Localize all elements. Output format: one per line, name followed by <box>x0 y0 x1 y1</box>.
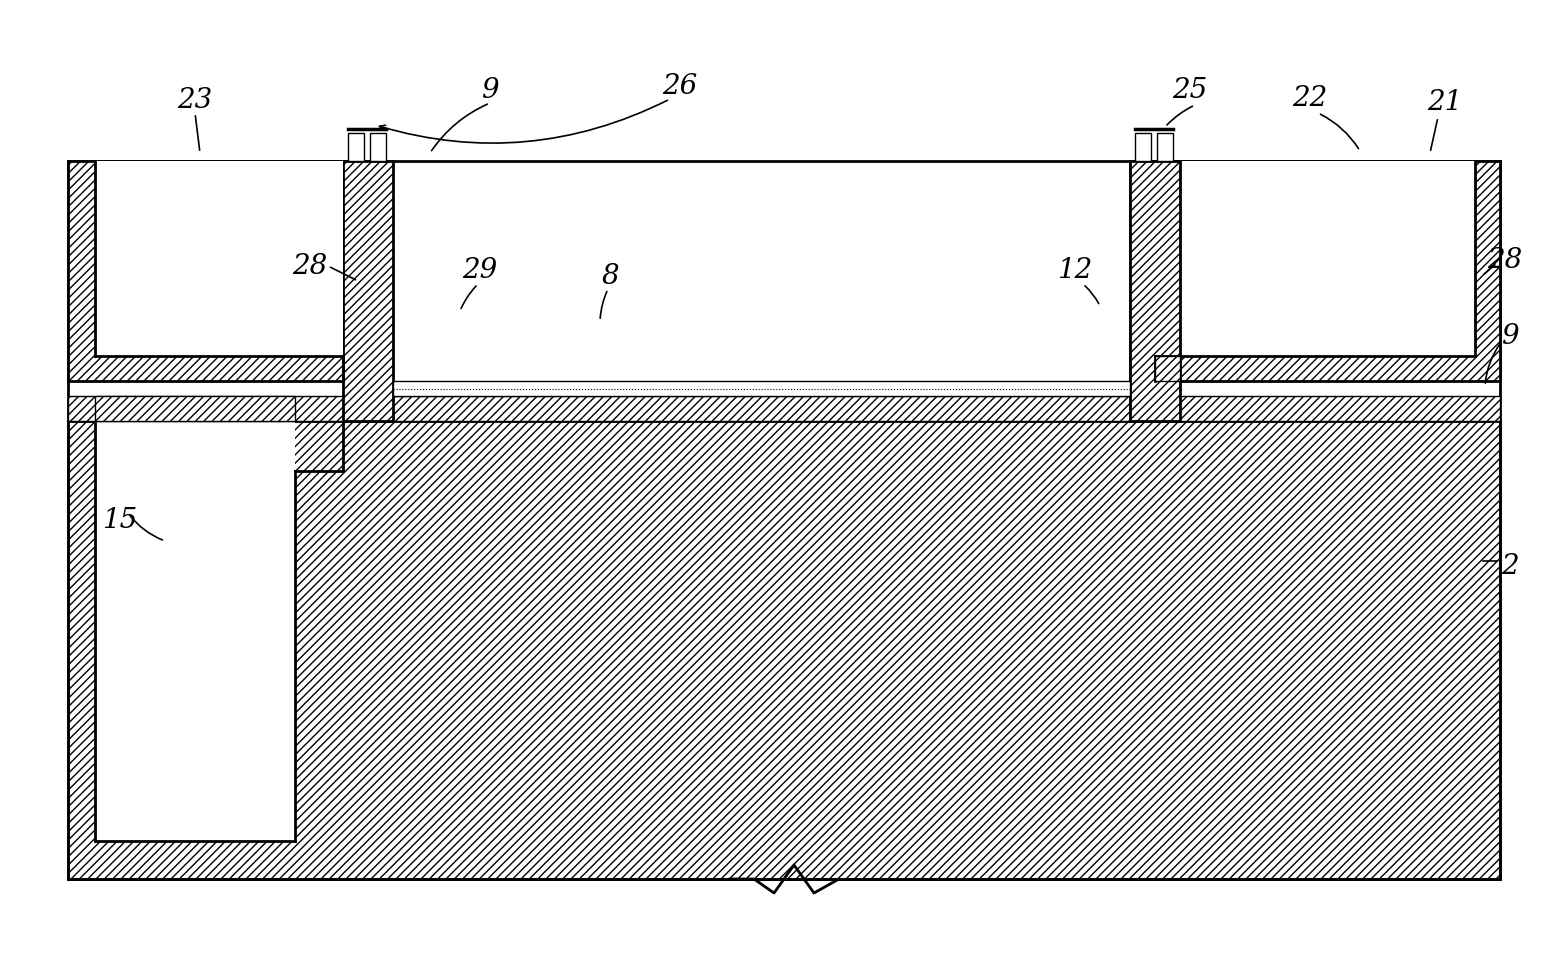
Bar <box>348 133 363 161</box>
Text: 2: 2 <box>1501 553 1518 579</box>
Bar <box>1135 133 1151 161</box>
Text: 28: 28 <box>1487 248 1523 275</box>
Bar <box>1157 133 1172 161</box>
Bar <box>1155 161 1475 356</box>
Text: 21: 21 <box>1428 89 1462 116</box>
Bar <box>343 161 393 421</box>
Text: 22: 22 <box>1292 86 1328 112</box>
Text: 29: 29 <box>463 258 497 284</box>
Bar <box>1155 356 1180 381</box>
Text: 9: 9 <box>482 78 499 105</box>
Bar <box>1130 161 1180 421</box>
Text: 23: 23 <box>178 87 212 114</box>
Bar <box>393 396 1130 421</box>
Bar <box>369 133 387 161</box>
Text: 12: 12 <box>1057 258 1093 284</box>
Text: 26: 26 <box>663 72 697 100</box>
Text: 9: 9 <box>1501 323 1518 350</box>
Text: 28: 28 <box>293 253 327 280</box>
Text: 25: 25 <box>1172 78 1208 105</box>
Bar <box>95 421 295 471</box>
Bar <box>1130 161 1500 381</box>
Bar <box>95 161 343 356</box>
Bar <box>69 161 369 381</box>
Bar <box>1130 396 1500 421</box>
Bar <box>69 421 1500 879</box>
Bar <box>393 381 1130 396</box>
Text: 15: 15 <box>103 507 137 534</box>
Text: 8: 8 <box>602 262 619 289</box>
Bar <box>69 396 369 421</box>
Bar <box>95 396 295 421</box>
Bar <box>95 471 295 841</box>
